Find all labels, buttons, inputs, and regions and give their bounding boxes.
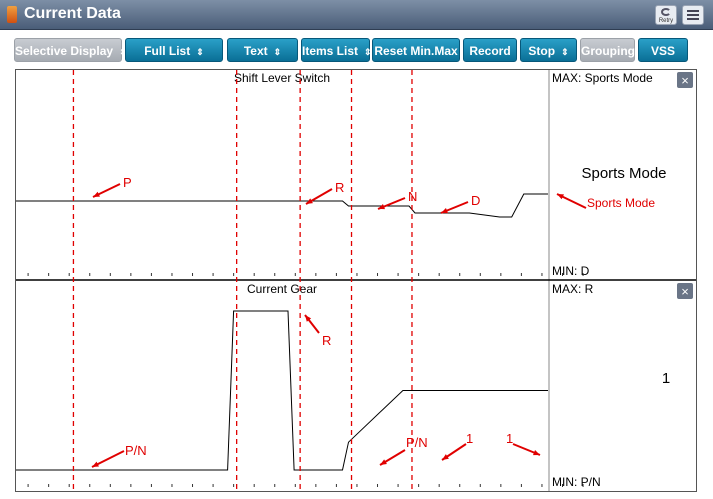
- toolbar-button-label: Record: [469, 44, 511, 58]
- toolbar-button-label: Reset Min.Max: [374, 44, 458, 58]
- toolbar-button-grouping[interactable]: Grouping: [580, 38, 635, 62]
- callout-label: Sports Mode: [587, 196, 655, 210]
- arrowhead-icon: [305, 315, 312, 322]
- callout-label: P/N: [125, 443, 147, 458]
- chart-title: Current Gear: [247, 282, 317, 296]
- toolbar-button-text[interactable]: Text ⇕: [227, 38, 298, 62]
- arrowhead-icon: [380, 459, 387, 465]
- current-value: 1: [662, 370, 670, 387]
- min-label: MIN: P/N: [552, 475, 601, 489]
- toolbar-button-label: Selective Display: [15, 44, 114, 58]
- callout-label: R: [322, 333, 331, 348]
- series-line: [16, 310, 548, 471]
- toolbar-button-vss[interactable]: VSS: [638, 38, 688, 62]
- retry-button[interactable]: Retry: [655, 5, 677, 25]
- arrowhead-icon: [306, 198, 313, 204]
- callout-label: R: [335, 180, 344, 195]
- toolbar: Selective Display ⇕ Full List ⇕ Text ⇕ Items L…: [0, 30, 713, 66]
- callout-label: P: [123, 175, 132, 190]
- arrowhead-icon: [442, 454, 449, 460]
- close-chart-button[interactable]: [677, 283, 693, 299]
- close-icon: ×: [681, 73, 689, 88]
- toolbar-button-label: Grouping: [581, 44, 635, 58]
- max-label: MAX: R: [552, 282, 594, 296]
- min-label: MIN: D: [552, 264, 590, 278]
- toolbar-button-label: Text: [243, 44, 268, 58]
- toolbar-button-label: Stop: [528, 44, 556, 58]
- callout-label: P/N: [406, 435, 428, 450]
- callout-label: 1: [506, 431, 513, 446]
- dropdown-arrows-icon: ⇕: [196, 47, 204, 57]
- arrowhead-icon: [533, 450, 540, 456]
- arrowhead-icon: [92, 461, 99, 467]
- callout-label: 1: [466, 431, 473, 446]
- toolbar-button-reset-min-max[interactable]: Reset Min.Max: [372, 38, 460, 62]
- arrowhead-icon: [441, 208, 448, 214]
- arrowhead-icon: [93, 191, 100, 197]
- toolbar-button-stop[interactable]: Stop ⇕: [520, 38, 577, 62]
- callout-label: N: [408, 189, 417, 204]
- title-bar: Current Data Retry: [0, 0, 713, 30]
- dropdown-arrows-icon: ⇕: [119, 47, 127, 57]
- toolbar-button-label: Items List: [302, 44, 359, 58]
- toolbar-button-full-list[interactable]: Full List ⇕: [125, 38, 223, 62]
- dropdown-arrows-icon: ⇕: [364, 47, 372, 57]
- callout-label: D: [471, 193, 480, 208]
- toolbar-button-record[interactable]: Record: [463, 38, 517, 62]
- arrowhead-icon: [557, 194, 564, 200]
- app-icon: [7, 6, 17, 23]
- menu-button[interactable]: [682, 5, 704, 25]
- close-chart-button[interactable]: [677, 72, 693, 88]
- toolbar-button-selective-display[interactable]: Selective Display ⇕: [14, 38, 127, 62]
- toolbar-button-label: Full List: [144, 44, 191, 58]
- toolbar-button-items-list[interactable]: Items List ⇕: [301, 38, 372, 62]
- current-value: Sports Mode: [581, 165, 666, 182]
- window-title: Current Data: [24, 5, 121, 22]
- series-line: [16, 193, 548, 218]
- close-icon: ×: [681, 284, 689, 299]
- chart-area: Shift Lever Switch MAX: Sports Mode MIN: D…: [15, 69, 697, 492]
- chart-title: Shift Lever Switch: [234, 71, 330, 85]
- dropdown-arrows-icon: ⇕: [273, 47, 282, 57]
- dropdown-arrows-icon: ⇕: [561, 47, 569, 57]
- arrowhead-icon: [378, 204, 385, 210]
- toolbar-button-label: VSS: [650, 44, 675, 58]
- max-label: MAX: Sports Mode: [552, 71, 653, 85]
- chart-svg: Shift Lever Switch MAX: Sports Mode MIN: D…: [16, 70, 696, 491]
